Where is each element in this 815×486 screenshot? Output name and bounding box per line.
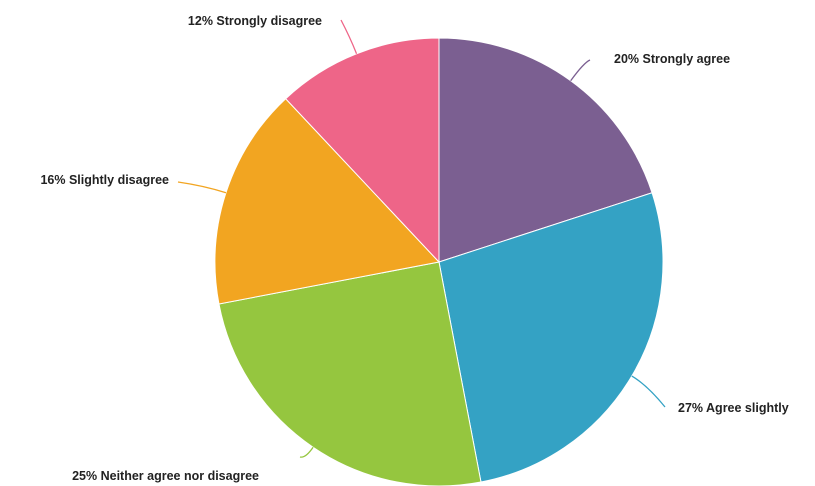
slice-label-neither-agree-nor-disagree: 25% Neither agree nor disagree bbox=[72, 469, 259, 483]
leader-line-neither-agree-nor-disagree bbox=[299, 446, 314, 458]
slice-label-strongly-disagree: 12% Strongly disagree bbox=[188, 14, 322, 28]
slice-label-strongly-agree: 20% Strongly agree bbox=[614, 52, 730, 66]
leader-line-strongly-agree bbox=[570, 59, 591, 82]
pie-slice-agree-slightly bbox=[438, 192, 664, 483]
pie-slice-slightly-disagree bbox=[214, 98, 440, 305]
pie-slices bbox=[214, 37, 664, 486]
leader-line-agree-slightly bbox=[631, 375, 666, 408]
slice-label-slightly-disagree: 16% Slightly disagree bbox=[40, 173, 169, 187]
slice-labels: 20% Strongly agree 27% Agree slightly 25% … bbox=[40, 14, 788, 483]
slice-label-agree-slightly: 27% Agree slightly bbox=[678, 401, 789, 415]
pie-slice-strongly-agree bbox=[438, 37, 653, 263]
leader-line-slightly-disagree bbox=[177, 181, 227, 194]
label-leader-lines bbox=[177, 19, 666, 458]
leader-line-strongly-disagree bbox=[340, 19, 358, 54]
